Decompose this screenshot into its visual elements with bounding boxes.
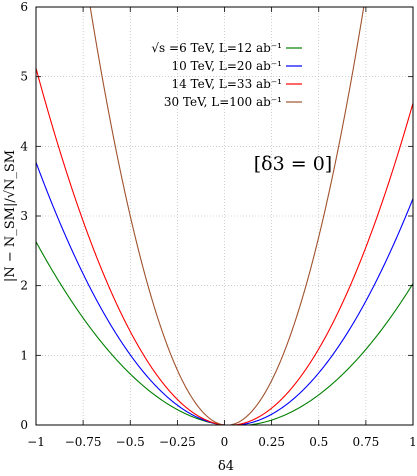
x-tick-label: 0.5 (309, 435, 328, 449)
legend: √s =6 TeV, L=12 ab⁻¹ 10 TeV, L=20 ab⁻¹ 14 … (151, 41, 302, 109)
annotation-delta3: [δ3 = 0] (254, 153, 332, 175)
series-line-2 (36, 162, 413, 425)
x-tick-label: 0.25 (258, 435, 285, 449)
y-tick-label: 2 (20, 279, 28, 293)
axis-ticks (35, 6, 414, 426)
legend-label-1: √s =6 TeV, L=12 ab⁻¹ (151, 41, 282, 55)
y-axis-title: |N − N_SM|/√N_SM (3, 150, 18, 282)
legend-label-2: 10 TeV, L=20 ab⁻¹ (171, 59, 282, 73)
x-tick-label: 0.75 (353, 435, 380, 449)
legend-label-3: 14 TeV, L=33 ab⁻¹ (171, 77, 282, 91)
series-line-4 (89, 7, 365, 425)
y-tick-label: 0 (20, 418, 28, 432)
y-tick-label: 3 (20, 209, 28, 223)
y-tick-label: 5 (20, 70, 28, 84)
x-tick-label: 0 (221, 435, 229, 449)
y-tick-label: 6 (20, 0, 28, 14)
y-tick-label: 1 (20, 348, 28, 362)
x-tick-label: −0.75 (65, 435, 102, 449)
y-tick-label: 4 (20, 139, 28, 153)
x-tick-label: −0.5 (116, 435, 145, 449)
tick-labels: −1 −0.75 −0.5 −0.25 0 0.25 0.5 0.75 1 0 1 2 3 4 5 6 (20, 0, 416, 449)
series-curves (36, 7, 413, 425)
x-axis-title: δ4 (218, 459, 234, 474)
x-tick-label: −0.25 (159, 435, 196, 449)
series-line-1 (36, 241, 413, 425)
legend-label-4: 30 TeV, L=100 ab⁻¹ (164, 95, 282, 109)
series-line-3 (36, 68, 413, 425)
x-tick-label: 1 (409, 435, 417, 449)
x-tick-label: −1 (27, 435, 45, 449)
